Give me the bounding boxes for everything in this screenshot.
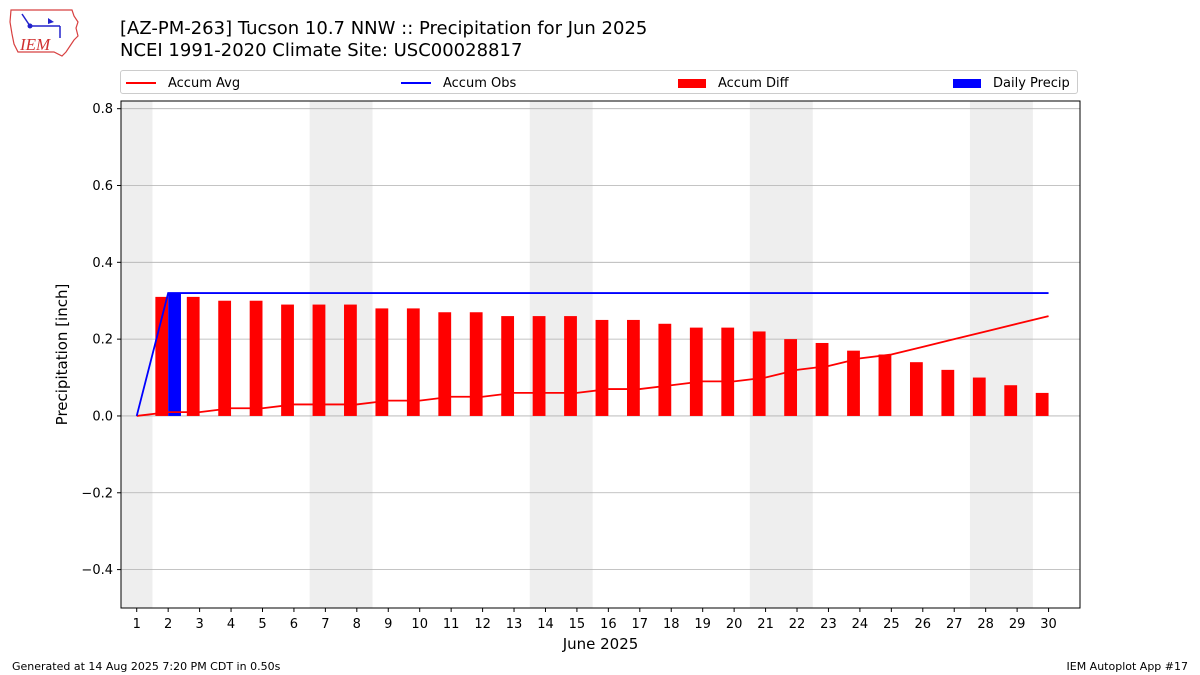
accum-diff-bar-18	[658, 323, 672, 416]
x-tick-label-5: 5	[258, 617, 266, 632]
accum-diff-bar-2	[155, 296, 169, 416]
accum-diff-bar-7	[312, 304, 326, 416]
y-axis-label: Precipitation [inch]	[53, 284, 71, 426]
footer-generated: Generated at 14 Aug 2025 7:20 PM CDT in …	[12, 660, 281, 673]
y-tick-label-3: 0.2	[92, 333, 113, 348]
x-tick-label-1: 1	[133, 617, 141, 632]
accum-diff-bar-11	[438, 312, 452, 416]
y-tick-label-4: 0.4	[92, 256, 113, 271]
plot-frame	[120, 100, 1081, 609]
iem-iowa-logo-icon: IEM	[9, 9, 79, 57]
accum-diff-bar-14	[532, 316, 546, 416]
x-tick-label-17: 17	[632, 617, 649, 632]
legend-swatch-accum-diff	[678, 78, 706, 88]
x-tick-label-9: 9	[384, 617, 392, 632]
x-axis-label: June 2025	[562, 635, 639, 653]
accum-diff-bar-5	[249, 300, 263, 416]
legend-swatch-accum-avg	[126, 82, 156, 84]
accum-diff-bar-15	[564, 316, 577, 416]
chart-title: [AZ-PM-263] Tucson 10.7 NNW :: Precipita…	[120, 18, 648, 39]
accum-diff-bar-12	[469, 312, 483, 416]
accum-obs-line	[135, 292, 1049, 417]
x-tick-label-15: 15	[569, 617, 586, 632]
accum-avg-line	[136, 315, 1049, 417]
daily-precip-bar-2	[168, 293, 181, 416]
x-tick-label-7: 7	[321, 617, 329, 632]
legend-label-accum-avg: Accum Avg	[168, 75, 241, 91]
x-tick-label-3: 3	[195, 617, 203, 632]
x-tick-label-2: 2	[164, 617, 172, 632]
y-tick-label-1: −0.2	[81, 486, 113, 501]
legend-item-daily-precip: Daily Precip	[953, 71, 1070, 95]
x-tick-label-13: 13	[506, 617, 523, 632]
accum-diff-bar-9	[375, 308, 389, 416]
accum-diff-bar-13	[501, 316, 515, 416]
accum-diff-bar-30	[1035, 392, 1049, 416]
accum-diff-bar-19	[689, 327, 703, 416]
chart-legend: Accum Avg Accum Obs Accum Diff Daily Pre…	[120, 70, 1078, 94]
accum-diff-bar-4	[218, 300, 232, 416]
iem-logo: IEM	[8, 6, 82, 62]
legend-swatch-accum-obs	[401, 82, 431, 84]
x-tick-label-27: 27	[946, 617, 963, 632]
y-tick-label-5: 0.6	[92, 179, 113, 194]
accum-diff-bar-6	[281, 304, 294, 416]
accum-diff-bar-27	[941, 369, 955, 416]
x-tick-label-12: 12	[474, 617, 491, 632]
legend-label-accum-diff: Accum Diff	[718, 75, 789, 91]
x-tick-label-19: 19	[694, 617, 711, 632]
chart-subtitle: NCEI 1991-2020 Climate Site: USC00028817	[120, 40, 523, 61]
accum-diff-bar-3	[186, 296, 200, 416]
x-tick-label-10: 10	[411, 617, 428, 632]
legend-label-accum-obs: Accum Obs	[443, 75, 517, 91]
weekend-shade-4	[969, 101, 1033, 608]
x-tick-label-16: 16	[600, 617, 617, 632]
legend-item-accum-avg: Accum Avg	[126, 71, 240, 95]
legend-swatch-daily-precip	[953, 78, 981, 88]
x-tick-label-20: 20	[726, 617, 743, 632]
logo-text: IEM	[19, 35, 51, 54]
accum-diff-bar-29	[1004, 385, 1018, 416]
footer-app: IEM Autoplot App #17	[1066, 660, 1189, 673]
x-tick-label-26: 26	[915, 617, 932, 632]
x-tick-label-30: 30	[1040, 617, 1057, 632]
accum-diff-bar-20	[721, 327, 735, 416]
y-tick-label-6: 0.8	[92, 102, 113, 117]
legend-item-accum-obs: Accum Obs	[401, 71, 516, 95]
y-tick-label-2: 0.0	[92, 409, 113, 424]
accum-diff-bar-17	[627, 319, 640, 416]
accum-diff-bar-25	[878, 354, 892, 416]
accum-diff-bar-23	[815, 342, 829, 416]
legend-item-accum-diff: Accum Diff	[678, 71, 789, 95]
x-tick-label-22: 22	[789, 617, 806, 632]
x-tick-label-23: 23	[820, 617, 837, 632]
x-tick-label-29: 29	[1009, 617, 1026, 632]
accum-diff-bar-26	[909, 362, 923, 416]
accum-diff-bar-28	[972, 377, 986, 416]
x-tick-label-21: 21	[757, 617, 774, 632]
accum-diff-bar-24	[847, 350, 860, 416]
x-tick-label-4: 4	[227, 617, 235, 632]
y-tick-label-0: −0.4	[81, 563, 113, 578]
accum-diff-bar-16	[595, 319, 609, 416]
accum-diff-bar-22	[784, 339, 798, 416]
x-tick-label-24: 24	[852, 617, 869, 632]
x-tick-label-11: 11	[443, 617, 460, 632]
accum-diff-bar-8	[344, 304, 357, 416]
x-tick-label-28: 28	[977, 617, 994, 632]
x-tick-label-25: 25	[883, 617, 900, 632]
accum-diff-bar-10	[406, 308, 420, 416]
weekend-shade-0	[121, 101, 153, 608]
x-tick-label-8: 8	[353, 617, 361, 632]
x-tick-label-6: 6	[290, 617, 298, 632]
x-tick-label-18: 18	[663, 617, 680, 632]
x-tick-label-14: 14	[537, 617, 554, 632]
legend-label-daily-precip: Daily Precip	[993, 75, 1070, 91]
accum-diff-bar-21	[752, 331, 766, 416]
